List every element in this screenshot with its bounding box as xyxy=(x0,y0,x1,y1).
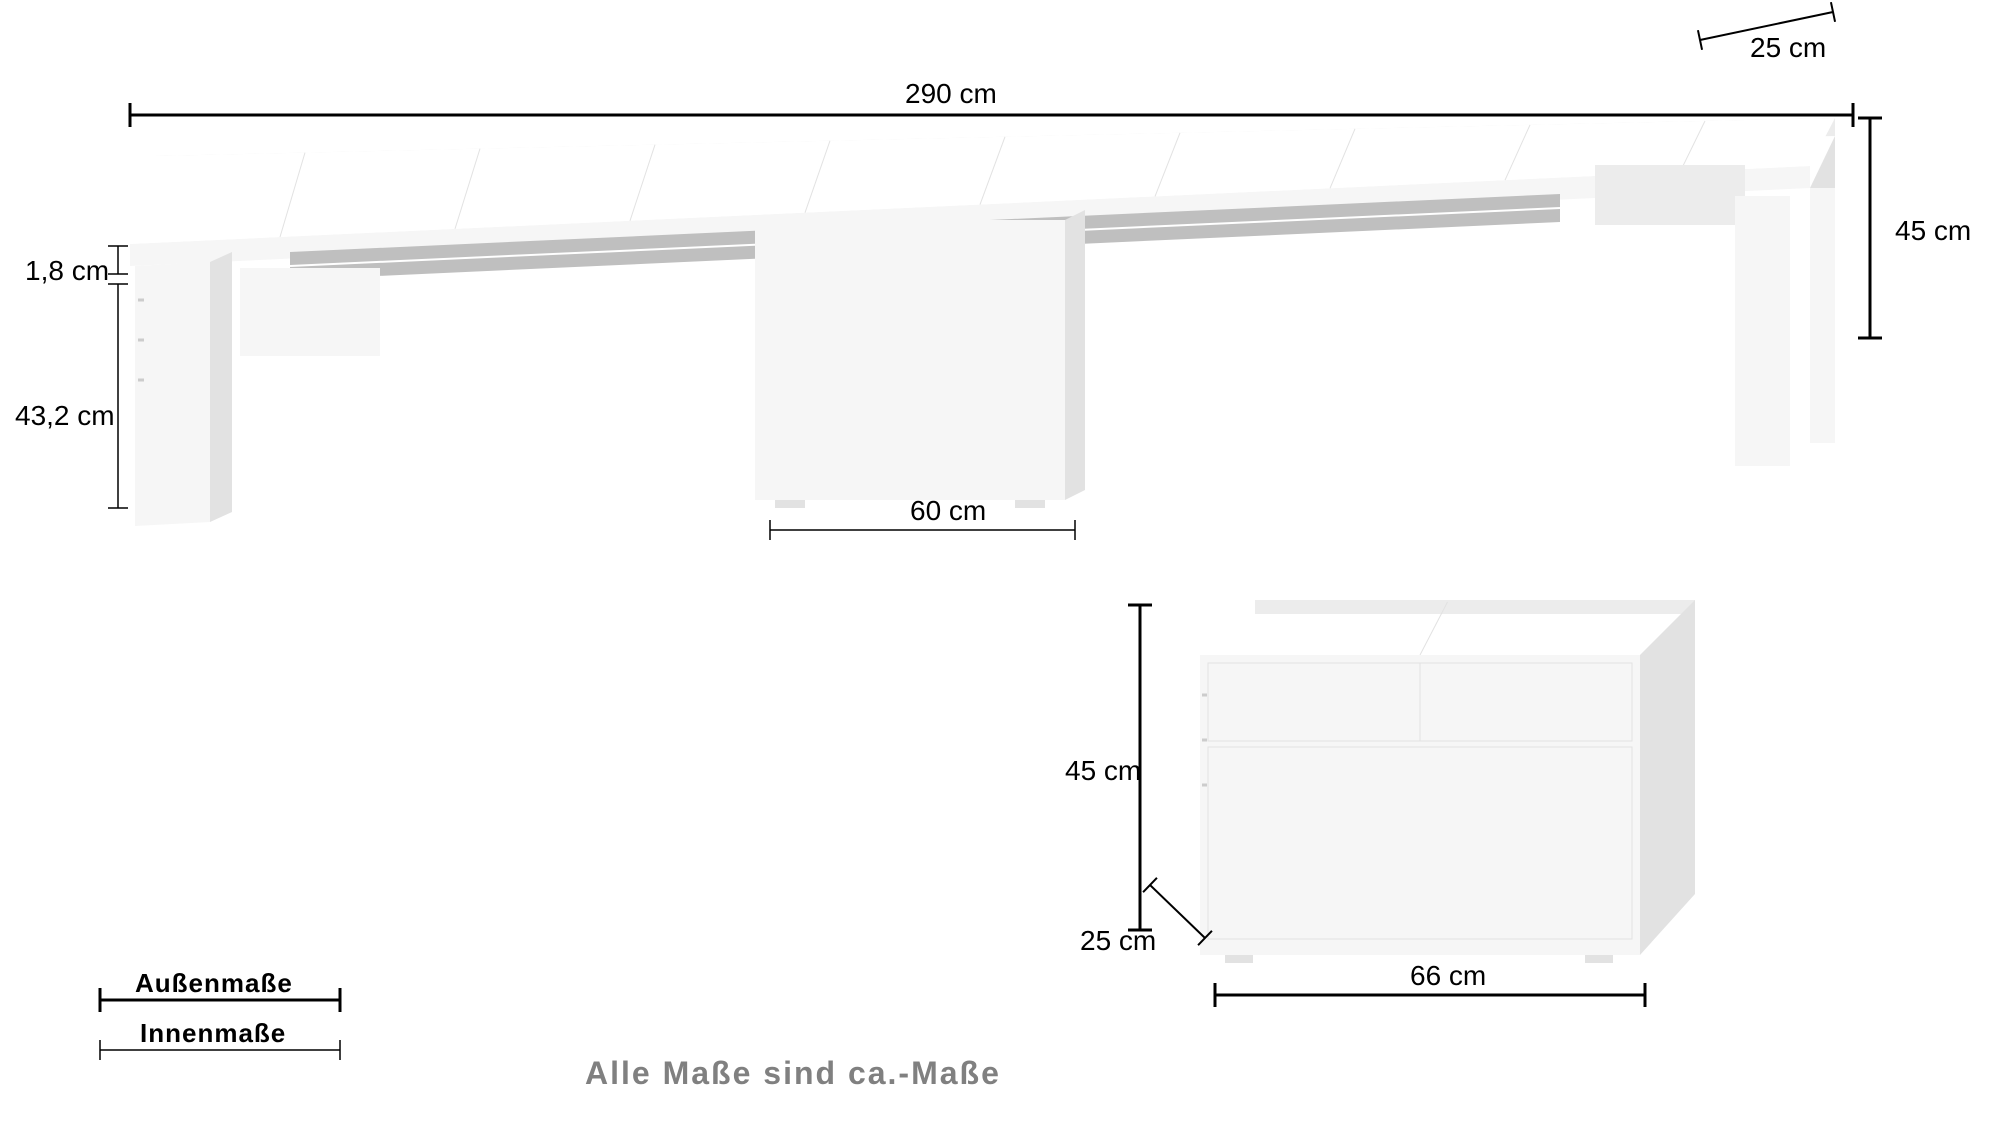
dim-60: 60 cm xyxy=(910,495,986,527)
dim-45b: 45 cm xyxy=(1065,755,1141,787)
dim-432: 43,2 cm xyxy=(15,400,115,432)
dim-45a: 45 cm xyxy=(1895,215,1971,247)
footnote: Alle Maße sind ca.-Maße xyxy=(585,1055,1001,1092)
legend-inner: Innenmaße xyxy=(140,1018,286,1049)
dim-25a: 25 cm xyxy=(1750,32,1826,64)
dim-18: 1,8 cm xyxy=(25,255,109,287)
dim-290: 290 cm xyxy=(905,78,997,110)
legend-outer: Außenmaße xyxy=(135,968,293,999)
diagram-svg xyxy=(0,0,2000,1125)
dim-25b: 25 cm xyxy=(1080,925,1156,957)
dim-66: 66 cm xyxy=(1410,960,1486,992)
